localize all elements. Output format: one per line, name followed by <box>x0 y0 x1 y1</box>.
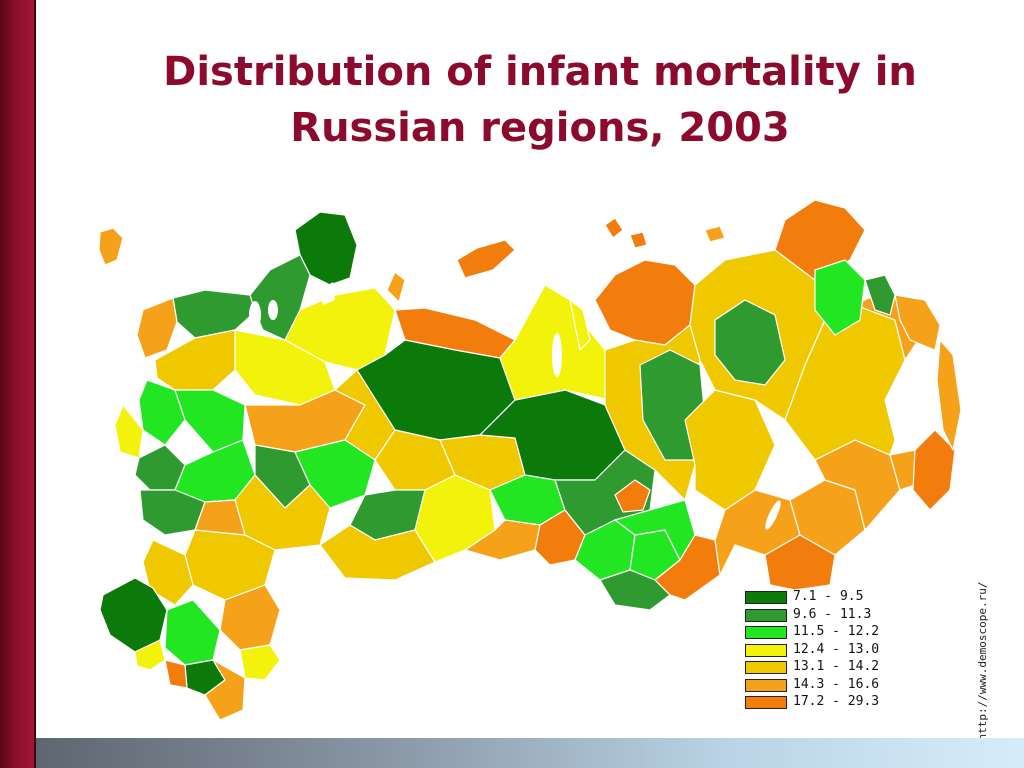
region-kamchatka <box>864 274 896 316</box>
legend-item: 11.5 - 12.2 <box>745 624 895 642</box>
region-primorye <box>912 429 956 511</box>
legend-label: 12.4 - 13.0 <box>793 641 880 657</box>
region-bryansk <box>114 404 144 459</box>
region-pskov-area <box>136 297 178 359</box>
legend-item: 12.4 - 13.0 <box>745 642 895 660</box>
region-stavropol <box>164 599 221 666</box>
legend-swatch <box>745 626 787 639</box>
region-gydan <box>569 299 591 351</box>
region-rostov <box>142 539 194 606</box>
region-volgograd <box>194 499 246 536</box>
region-dagestan <box>204 659 246 721</box>
legend-item: 7.1 - 9.5 <box>745 589 895 607</box>
region-novaya-zemlya <box>386 271 406 303</box>
region-wrangel <box>704 225 726 243</box>
region-arctic-islands-2 <box>629 231 648 249</box>
lake-baikal <box>765 500 781 530</box>
map-legend: 7.1 - 9.5 9.6 - 11.3 11.5 - 12.2 12.4 - … <box>745 589 895 712</box>
slide-title-line-1: Distribution of infant mortality in <box>163 49 917 95</box>
slide-sidebar-bar <box>0 0 36 768</box>
region-caucasus-west <box>134 639 166 671</box>
slide-title: Distribution of infant mortality in Russ… <box>60 44 1020 156</box>
legend-swatch <box>745 643 787 657</box>
region-kemerovo <box>614 499 696 561</box>
region-arctic-islands-1 <box>604 217 624 239</box>
legend-swatch <box>745 591 787 604</box>
region-kaliningrad <box>98 227 124 266</box>
region-chukotka <box>774 199 866 281</box>
region-kalmykia <box>239 644 281 681</box>
region-khakassia <box>614 479 651 513</box>
source-url: http://www.demoscope.ru/ <box>976 581 989 741</box>
legend-swatch <box>745 661 787 674</box>
lake-ladoga <box>249 301 261 329</box>
legend-item: 17.2 - 29.3 <box>745 694 895 712</box>
slide-title-line-2: Russian regions, 2003 <box>290 105 790 151</box>
legend-swatch <box>745 696 787 709</box>
lake-onega <box>268 300 278 320</box>
gulf-ob <box>552 333 562 377</box>
gulf-white-sea <box>320 282 335 305</box>
slide-sidebar-edge <box>34 0 36 768</box>
region-aginsk <box>764 534 836 591</box>
legend-swatch <box>745 608 787 622</box>
legend-item: 14.3 - 16.6 <box>745 677 895 695</box>
legend-label: 14.3 - 16.6 <box>793 676 880 692</box>
legend-label: 13.1 - 14.2 <box>793 659 880 674</box>
region-sakhalin <box>936 339 962 451</box>
legend-item: 9.6 - 11.3 <box>745 607 895 625</box>
map-svg <box>98 199 962 721</box>
region-kamchatka-south <box>894 294 941 351</box>
legend-label: 7.1 - 9.5 <box>793 589 864 604</box>
legend-label: 17.2 - 29.3 <box>793 694 880 709</box>
legend-label: 9.6 - 11.3 <box>793 606 872 622</box>
region-chelyabinsk <box>414 474 496 563</box>
legend-item: 13.1 - 14.2 <box>745 659 895 677</box>
map-water-features <box>249 282 781 530</box>
region-moscow-area <box>174 389 246 453</box>
legend-label: 11.5 - 12.2 <box>793 624 880 639</box>
region-vaigach <box>456 239 516 279</box>
region-chechnya <box>164 659 188 689</box>
region-koryak <box>814 259 866 336</box>
region-yakutia-west <box>714 299 786 386</box>
slide-footer-bar <box>36 738 1024 768</box>
legend-swatch <box>745 678 787 692</box>
russia-choropleth-map <box>95 190 985 730</box>
region-tver-area <box>154 329 236 391</box>
region-leningrad <box>172 289 256 339</box>
